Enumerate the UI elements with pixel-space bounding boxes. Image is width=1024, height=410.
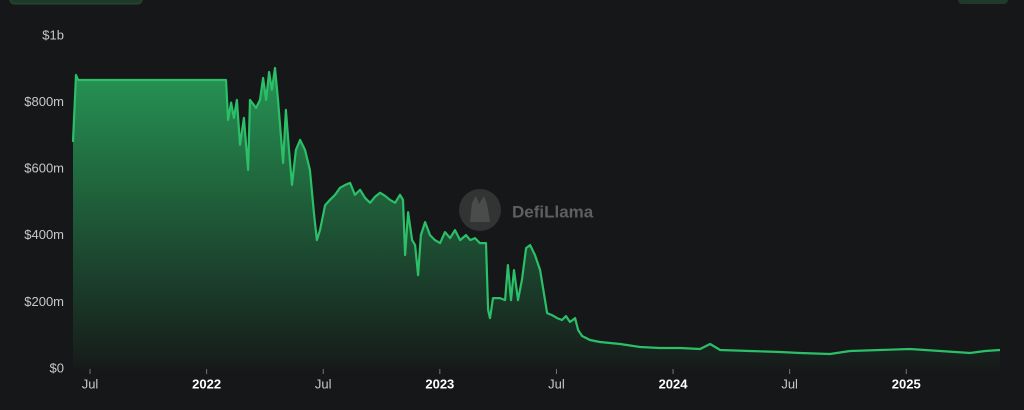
x-tick-label: Jul [315, 376, 332, 391]
y-tick-label: $0 [50, 360, 64, 375]
watermark: DefiLlama [459, 189, 594, 231]
watermark-llama [470, 196, 490, 222]
tab-buttons[interactable] [9, 0, 143, 5]
x-tick-label: Jul [781, 376, 798, 391]
area-fill [73, 68, 1000, 369]
top-button[interactable] [958, 0, 1008, 4]
x-tick-label: Jul [82, 376, 99, 391]
x-tick-label: 2022 [192, 376, 221, 391]
x-tick-label: 2023 [425, 376, 454, 391]
y-tick-label: $800m [24, 94, 64, 109]
y-tick-label: $400m [24, 227, 64, 242]
line [71, 66, 1001, 356]
x-tick-label: 2024 [659, 376, 689, 391]
plot-area: $0 $200m $400m $600m $800m $1b Jul 2022 Jul 2023 J… [24, 27, 1001, 391]
y-tick-label: $1b [42, 27, 64, 42]
y-tick-label: $600m [24, 161, 64, 176]
y-tick-label: $200m [24, 294, 64, 309]
x-tick-label: Jul [548, 376, 565, 391]
x-tick-label: 2025 [892, 376, 921, 391]
watermark-text: DefiLlama [512, 202, 594, 221]
